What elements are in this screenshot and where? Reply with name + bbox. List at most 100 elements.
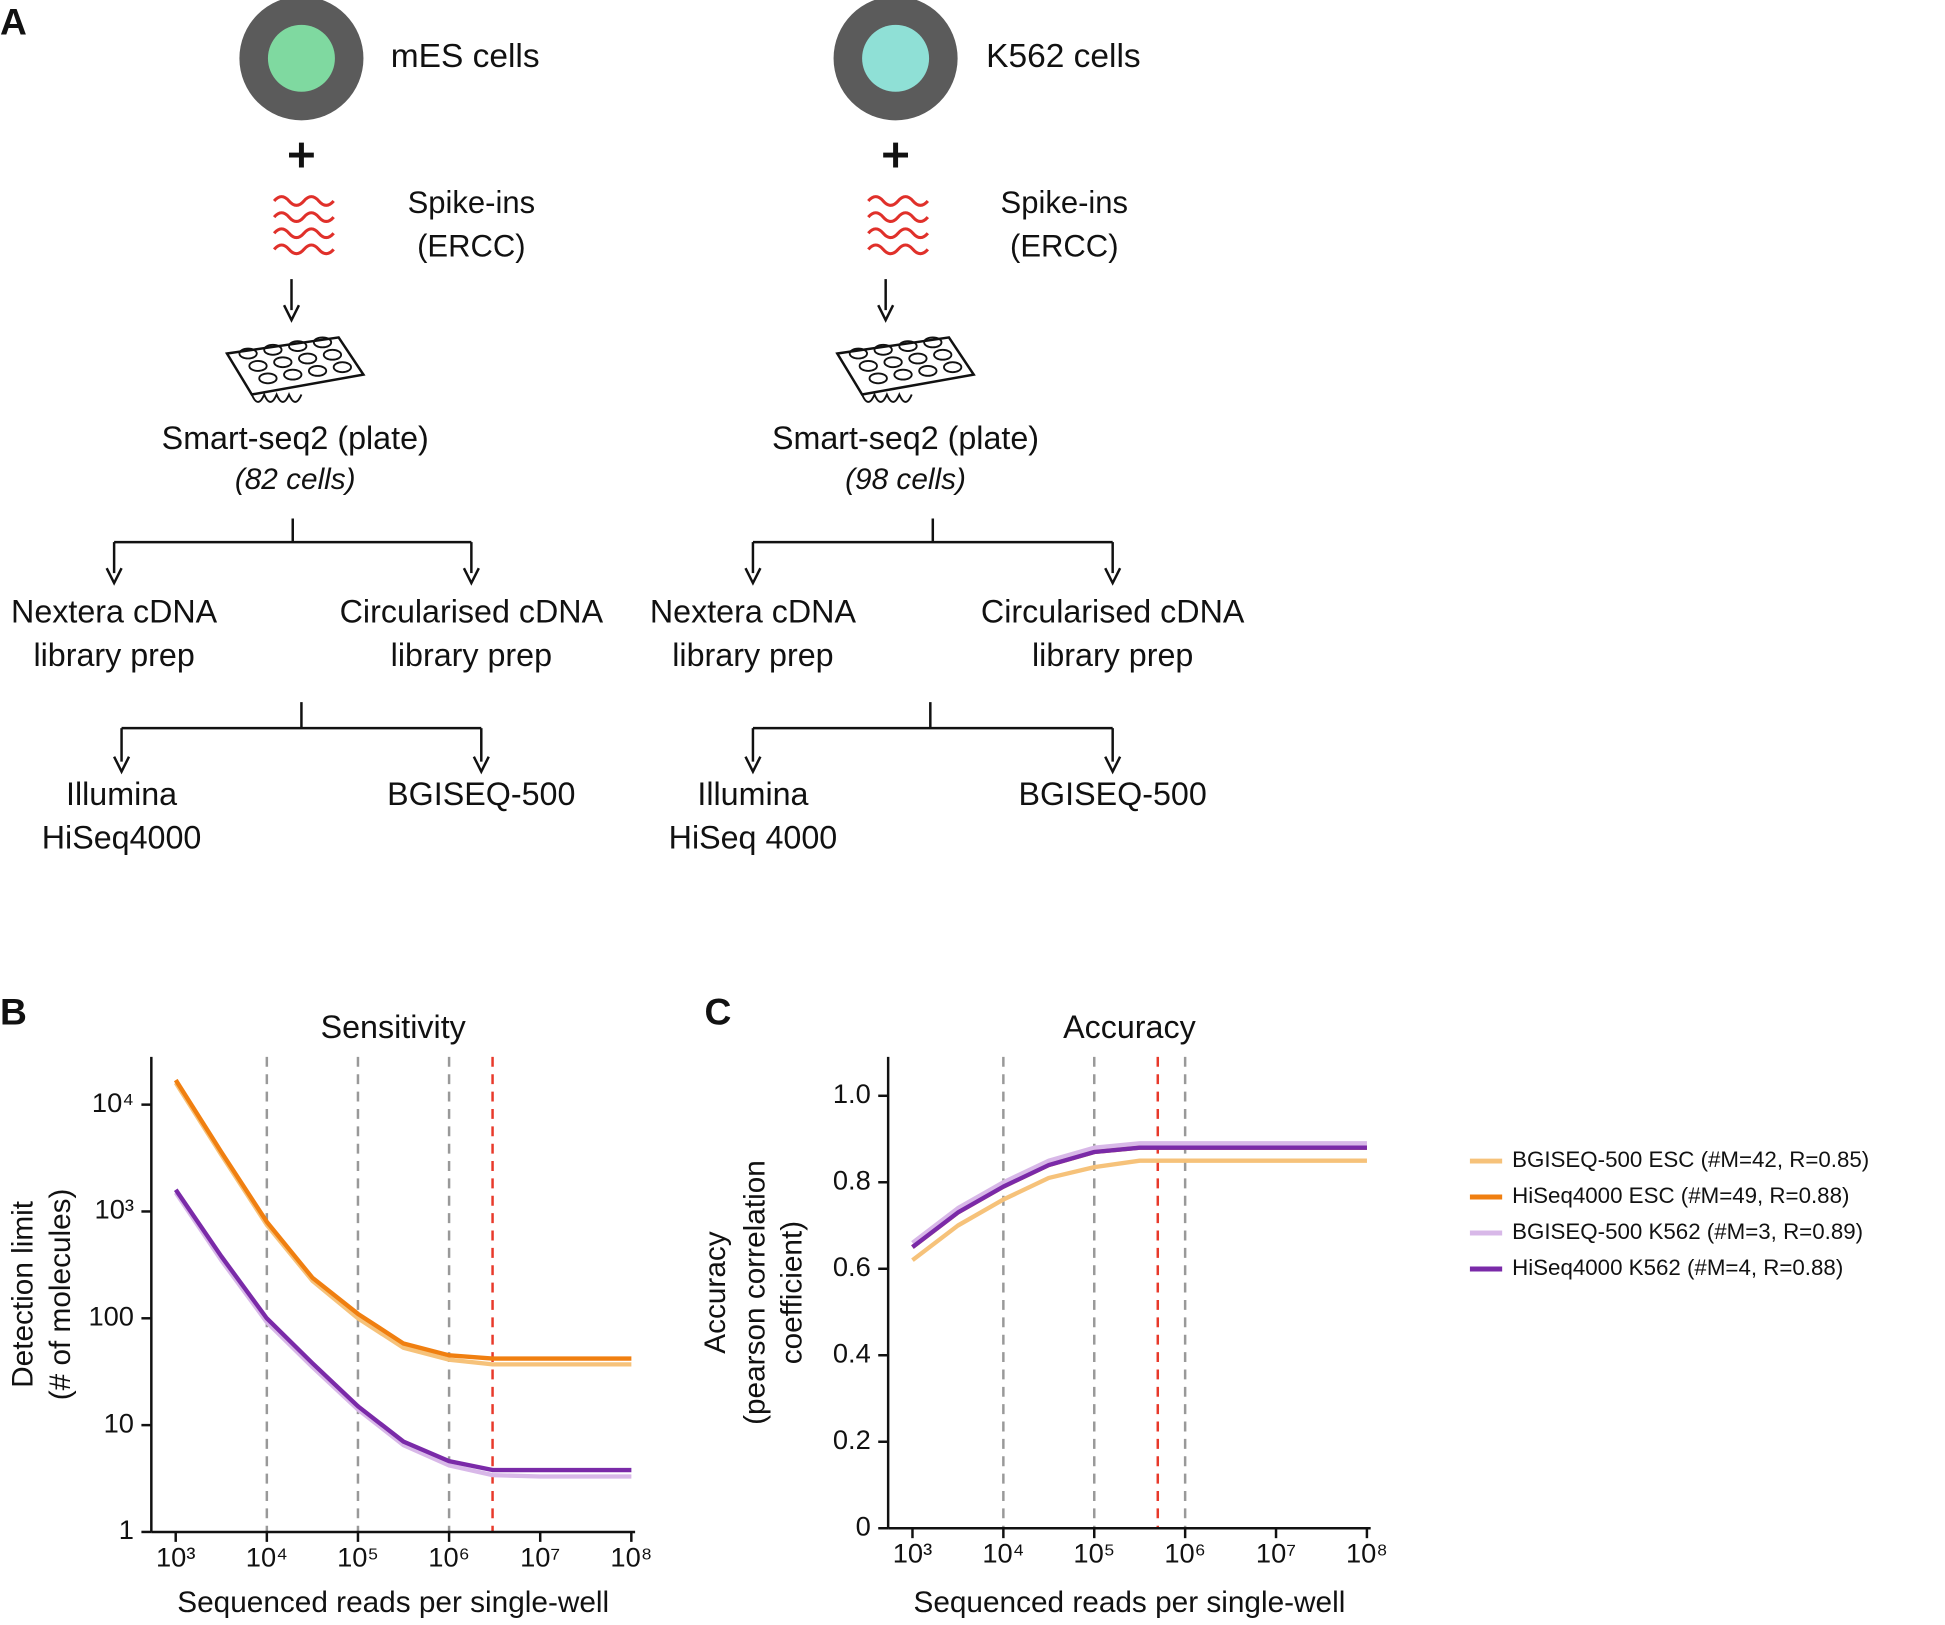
platform-label: Illumina bbox=[66, 776, 177, 812]
plate-well bbox=[258, 372, 278, 385]
plate-well bbox=[298, 352, 318, 365]
x-tick-label: 10⁴ bbox=[246, 1541, 288, 1572]
y-axis-label: (# of molecules) bbox=[44, 1189, 77, 1401]
spike-wave bbox=[272, 243, 335, 256]
plate-well bbox=[893, 368, 913, 381]
series-line bbox=[173, 1191, 632, 1479]
y-tick-label: 1 bbox=[119, 1514, 134, 1545]
cell-nucleus bbox=[267, 24, 335, 92]
platform-label: Illumina bbox=[697, 776, 808, 812]
x-axis-label: Sequenced reads per single-well bbox=[913, 1586, 1345, 1619]
legend-label: BGISEQ-500 K562 (#M=3, R=0.89) bbox=[1512, 1219, 1863, 1244]
platform-label: BGISEQ-500 bbox=[387, 776, 575, 812]
plate-well bbox=[933, 348, 953, 361]
platform-label: HiSeq4000 bbox=[42, 819, 202, 855]
arrow-head bbox=[282, 304, 301, 323]
plate-well bbox=[322, 348, 343, 361]
platform-label: HiSeq 4000 bbox=[669, 819, 838, 855]
plate-well bbox=[263, 343, 283, 356]
prep-label: Nextera cDNA bbox=[650, 594, 857, 630]
plate-well bbox=[858, 360, 878, 372]
x-tick-label: 10³ bbox=[156, 1541, 195, 1572]
spike-wave bbox=[867, 243, 930, 256]
cell-label: mES cells bbox=[391, 38, 540, 75]
plate-well bbox=[873, 343, 893, 356]
plate-well bbox=[848, 347, 868, 360]
cell-count: (98 cells) bbox=[845, 463, 966, 496]
prep-label: library prep bbox=[33, 637, 194, 673]
bracket bbox=[121, 702, 482, 730]
bracket bbox=[114, 518, 472, 544]
x-tick-label: 10⁴ bbox=[982, 1538, 1024, 1569]
y-tick-label: 10 bbox=[104, 1407, 134, 1438]
spike-label: Spike-ins bbox=[1001, 185, 1129, 220]
legend-label: HiSeq4000 ESC (#M=49, R=0.88) bbox=[1512, 1183, 1849, 1208]
plate-bottom bbox=[250, 392, 303, 403]
x-axis-label: Sequenced reads per single-well bbox=[177, 1586, 609, 1619]
y-tick-label: 0.8 bbox=[833, 1164, 871, 1195]
prep-label: library prep bbox=[672, 637, 833, 673]
arrow-head bbox=[1104, 756, 1122, 775]
legend-label: HiSeq4000 K562 (#M=4, R=0.88) bbox=[1512, 1255, 1843, 1280]
plus bbox=[289, 142, 314, 168]
plate-well bbox=[898, 340, 918, 352]
x-tick-label: 10⁷ bbox=[520, 1541, 560, 1572]
x-tick-label: 10⁶ bbox=[1164, 1538, 1206, 1569]
series-line bbox=[173, 1081, 632, 1367]
x-tick-label: 10⁸ bbox=[1346, 1538, 1388, 1569]
spike-label: Spike-ins bbox=[408, 185, 536, 220]
plate-well bbox=[918, 365, 938, 377]
cell-label: K562 cells bbox=[986, 38, 1140, 75]
arrow-head bbox=[462, 567, 480, 586]
arrow-head bbox=[113, 756, 131, 775]
plate bbox=[224, 336, 366, 396]
cell-nucleus bbox=[862, 24, 930, 92]
y-tick-label: 0.6 bbox=[833, 1251, 871, 1282]
y-axis-label: Accuracy bbox=[699, 1231, 732, 1354]
plate-well bbox=[238, 347, 258, 360]
protocol: Smart-seq2 (plate) bbox=[772, 420, 1039, 456]
bracket bbox=[752, 518, 1113, 544]
spike-wave bbox=[867, 195, 930, 207]
arrow-head bbox=[105, 567, 123, 586]
x-tick-label: 10⁷ bbox=[1256, 1538, 1296, 1569]
plate-well bbox=[868, 372, 888, 385]
arrow-head bbox=[744, 567, 762, 586]
plate-bottom bbox=[861, 392, 913, 403]
plate bbox=[835, 336, 976, 396]
y-tick-label: 1.0 bbox=[833, 1078, 871, 1109]
cell-count: (82 cells) bbox=[235, 463, 356, 496]
y-axis-label: coefficient) bbox=[776, 1221, 809, 1364]
y-tick-label: 10³ bbox=[95, 1194, 134, 1225]
arrow-head bbox=[877, 304, 895, 323]
plate-well bbox=[923, 336, 943, 349]
legend-label: BGISEQ-500 ESC (#M=42, R=0.85) bbox=[1512, 1147, 1869, 1172]
y-tick-label: 0.4 bbox=[833, 1337, 871, 1368]
series-line bbox=[911, 1141, 1367, 1245]
arrow-head bbox=[744, 756, 762, 775]
spike-wave bbox=[867, 211, 930, 223]
prep-label: Nextera cDNA bbox=[11, 594, 218, 630]
plate-well bbox=[288, 340, 308, 352]
plus bbox=[883, 142, 908, 168]
x-tick-label: 10⁶ bbox=[428, 1541, 470, 1572]
x-tick-label: 10⁵ bbox=[337, 1541, 379, 1572]
y-axis-label: (pearson correlation bbox=[739, 1160, 772, 1425]
protocol: Smart-seq2 (plate) bbox=[162, 420, 429, 456]
x-tick-label: 10⁸ bbox=[610, 1541, 652, 1572]
chart-title: Accuracy bbox=[1063, 1009, 1196, 1045]
y-tick-label: 0 bbox=[856, 1510, 871, 1541]
arrow-head bbox=[1104, 567, 1122, 586]
spike-wave bbox=[272, 227, 335, 240]
prep-label: library prep bbox=[1032, 637, 1193, 673]
series-line bbox=[173, 1078, 632, 1361]
y-axis-label: Detection limit bbox=[7, 1200, 40, 1388]
spike-wave bbox=[867, 227, 930, 240]
plate-well bbox=[273, 356, 293, 369]
plate-well bbox=[332, 361, 352, 374]
prep-label: library prep bbox=[391, 637, 552, 673]
y-tick-label: 0.2 bbox=[833, 1424, 871, 1455]
series-line bbox=[911, 1145, 1367, 1249]
